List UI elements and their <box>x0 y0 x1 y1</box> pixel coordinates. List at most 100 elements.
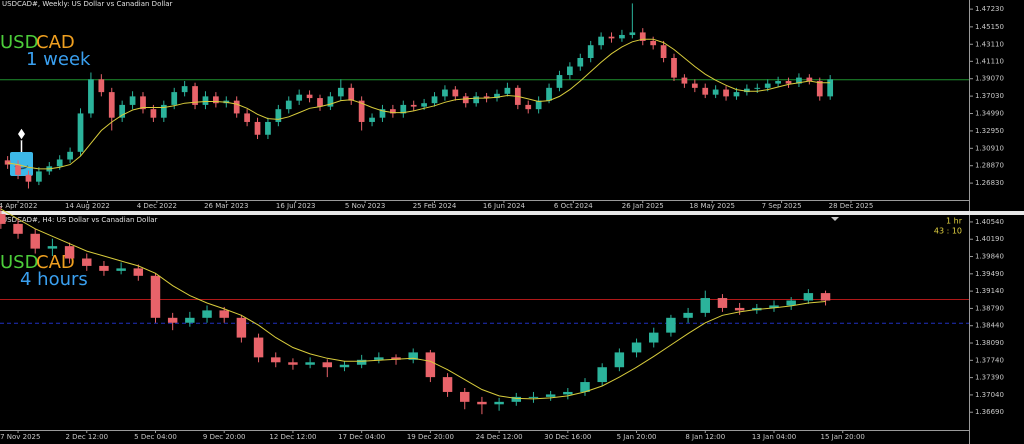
x-tick-label: 26 Mar 2023 <box>204 202 248 210</box>
candle-body <box>36 171 42 182</box>
candle-body <box>666 317 676 333</box>
candle-body <box>108 92 115 118</box>
y-tick-label: 1.39840 <box>975 253 1004 261</box>
candle-body <box>327 96 334 107</box>
candle-body <box>379 109 386 118</box>
x-tick-label: 28 Dec 2025 <box>829 202 874 210</box>
candle-body <box>460 391 470 402</box>
x-tick-label: 25 Feb 2024 <box>413 202 457 210</box>
candle-body <box>253 337 264 358</box>
candle-body <box>691 83 698 88</box>
x-tick-label: 13 Jan 04:00 <box>752 433 796 441</box>
y-tick-label: 1.37740 <box>975 356 1004 364</box>
x-tick-label: 18 May 2025 <box>689 202 735 210</box>
candle-body <box>306 94 313 99</box>
candle-body <box>150 109 157 118</box>
candle-body <box>167 317 178 323</box>
candle-body <box>744 88 750 93</box>
candle-body <box>556 75 563 88</box>
candle-body <box>337 87 344 97</box>
candle-body <box>431 96 438 104</box>
x-tick-label: 4 Apr 2022 <box>0 202 37 210</box>
candle-body <box>202 310 212 318</box>
candle-body <box>650 40 657 46</box>
candle-body <box>700 298 710 313</box>
candle-body <box>391 357 401 360</box>
period-label: 4 hours <box>20 269 88 290</box>
candle-body <box>535 100 542 110</box>
panel-separator <box>0 211 1024 215</box>
x-tick-label: 12 Dec 12:00 <box>269 433 316 441</box>
shift-marker <box>831 217 839 221</box>
candle-body <box>525 104 532 110</box>
candle-body <box>288 362 298 365</box>
candle-body <box>442 377 453 392</box>
candle-body <box>764 83 771 88</box>
candle-body <box>796 77 802 84</box>
candle-body <box>98 79 105 93</box>
candle-body <box>265 121 271 135</box>
candle-body <box>285 100 292 110</box>
y-tick-label: 1.39490 <box>975 270 1004 278</box>
moving-average <box>7 38 831 170</box>
x-tick-label: 15 Jan 20:00 <box>821 433 865 441</box>
x-tick-label: 24 Dec 12:00 <box>476 433 523 441</box>
candle-body <box>236 317 247 338</box>
chart-title: USDCAD#, H4: US Dollar vs Canadian Dolla… <box>2 216 157 224</box>
candle-body <box>271 357 281 363</box>
y-tick-label: 1.37040 <box>975 391 1004 399</box>
y-tick-label: 1.47230 <box>975 5 1004 13</box>
candle-body <box>734 307 745 311</box>
candle-body <box>629 32 636 35</box>
candle-body <box>769 305 779 308</box>
y-tick-label: 1.38440 <box>975 322 1004 330</box>
candle-body <box>754 87 761 89</box>
x-tick-label: 30 Dec 16:00 <box>544 433 591 441</box>
candle-body <box>77 113 84 152</box>
candle-body <box>786 300 796 306</box>
y-tick-label: 1.32950 <box>975 127 1004 135</box>
moving-average <box>0 208 826 400</box>
x-tick-label: 16 Jul 2023 <box>276 202 316 210</box>
candle-body <box>369 117 375 122</box>
candle-body <box>816 81 823 97</box>
y-tick-label: 1.36690 <box>975 408 1004 416</box>
candle-body <box>649 332 659 343</box>
timer-unit: 1 hr <box>946 217 963 226</box>
candle-body <box>202 96 209 105</box>
candle-body <box>587 45 594 58</box>
chart-title: USDCAD#, Weekly: US Dollar vs Canadian D… <box>2 0 173 8</box>
y-tick-label: 1.41110 <box>975 57 1004 65</box>
candle-body <box>563 391 573 395</box>
y-tick-label: 1.45150 <box>975 23 1004 31</box>
candle-body <box>322 362 333 368</box>
candle-body <box>462 96 469 104</box>
candle-body <box>410 104 417 107</box>
candle-body <box>614 352 625 368</box>
candle-body <box>160 104 167 118</box>
chart-panel: 1.47230 1.45150 1.43110 1.41110 1.39070 1.370… <box>0 3 1004 210</box>
candle-body <box>608 36 615 39</box>
candle-body <box>511 396 522 402</box>
candle-body <box>82 258 92 266</box>
candle-body <box>483 96 490 99</box>
y-tick-label: 1.26830 <box>975 179 1004 187</box>
candle-body <box>528 396 539 398</box>
candle-body <box>775 81 781 84</box>
x-tick-label: 14 Aug 2022 <box>65 202 110 210</box>
period-label: 1 week <box>26 49 91 70</box>
y-tick-label: 1.38790 <box>975 304 1004 312</box>
candle-body <box>545 394 556 397</box>
candle-body <box>67 151 73 160</box>
candle-body <box>317 98 323 107</box>
candle-body <box>13 223 23 234</box>
candle-body <box>400 104 407 114</box>
candle-body <box>494 93 500 99</box>
candle-body <box>233 100 240 114</box>
candle-body <box>619 34 625 39</box>
candle-body <box>356 359 367 365</box>
candle-body <box>0 214 6 224</box>
chart-panel: 1.40540 1.40190 1.39840 1.39490 1.39140 1.387… <box>0 206 1004 441</box>
